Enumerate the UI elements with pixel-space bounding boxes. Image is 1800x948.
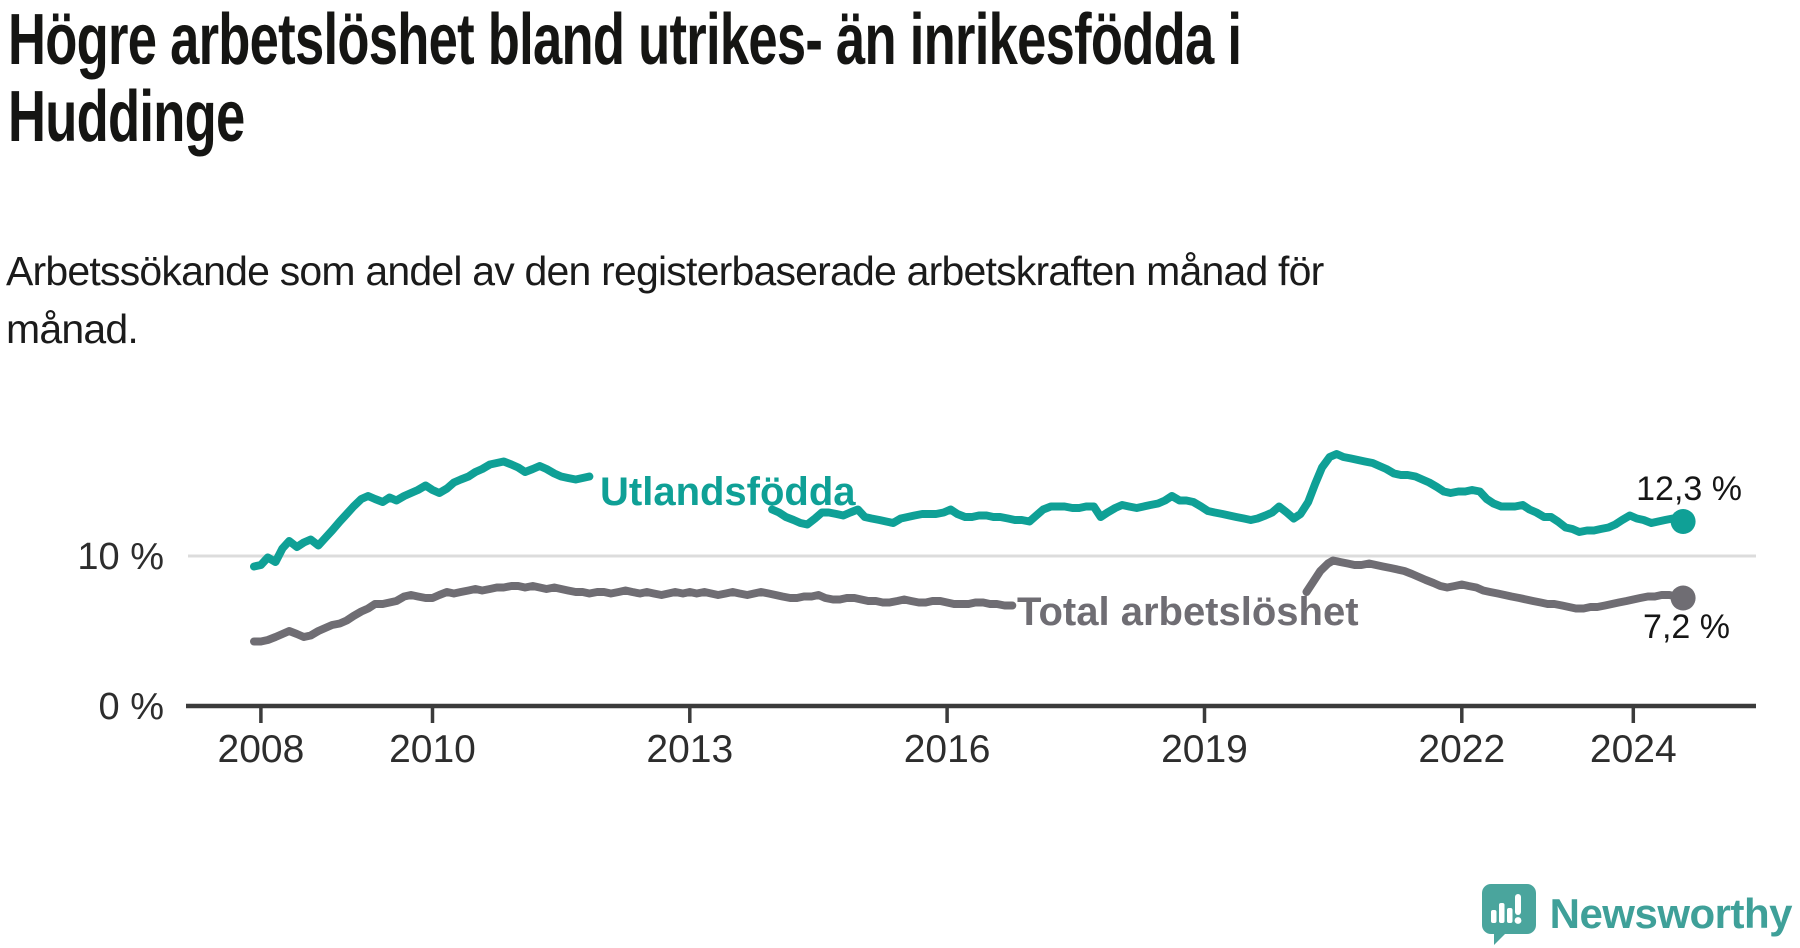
x-tick-label-2024: 2024 (1590, 728, 1677, 771)
end-value-label-total: 7,2 % (1643, 608, 1730, 646)
series-line-total-seg2 (1302, 556, 1688, 613)
end-dot-utlandsfodda (1670, 509, 1696, 534)
chart-subtitle-line2: månad. (6, 306, 139, 352)
newsworthy-logo-icon (1481, 884, 1536, 945)
chart-subtitle: Arbetssökande som andel av den registerb… (6, 242, 1324, 358)
x-tick-label-2008: 2008 (218, 728, 305, 771)
chart-title: Högre arbetslöshet bland utrikes- än inr… (8, 0, 1242, 157)
series-line-utlandsfodda-seg1 (250, 457, 594, 571)
chart-subtitle-line1: Arbetssökande som andel av den registerb… (6, 248, 1324, 294)
y-tick-label-0pct: 0 % (99, 686, 164, 728)
chart-title-line1: Högre arbetslöshet bland utrikes- än inr… (8, 0, 1242, 80)
newsworthy-logo-text: Newsworthy (1549, 890, 1793, 937)
end-dot-total (1670, 585, 1696, 611)
chart-title-line2: Huddinge (8, 77, 245, 157)
x-tick-label-2019: 2019 (1161, 728, 1248, 771)
end-value-label-utlandsfodda: 12,3 % (1636, 470, 1742, 508)
x-tick-label-2010: 2010 (389, 728, 476, 771)
series-label-utlandsfodda: Utlandsfödda (600, 470, 856, 514)
x-tick-label-2022: 2022 (1418, 728, 1505, 771)
y-tick-label-10pct: 10 % (77, 536, 164, 578)
series-line-utlandsfodda-seg2 (768, 450, 1688, 536)
newsworthy-logo: Newsworthy (1477, 882, 1793, 946)
series-label-total: Total arbetslöshet (1017, 590, 1359, 634)
series-line-total-seg1 (250, 582, 1017, 646)
logo-barchart-icon (1490, 894, 1522, 924)
x-tick-label-2016: 2016 (904, 728, 991, 771)
x-tick-label-2013: 2013 (646, 728, 733, 771)
